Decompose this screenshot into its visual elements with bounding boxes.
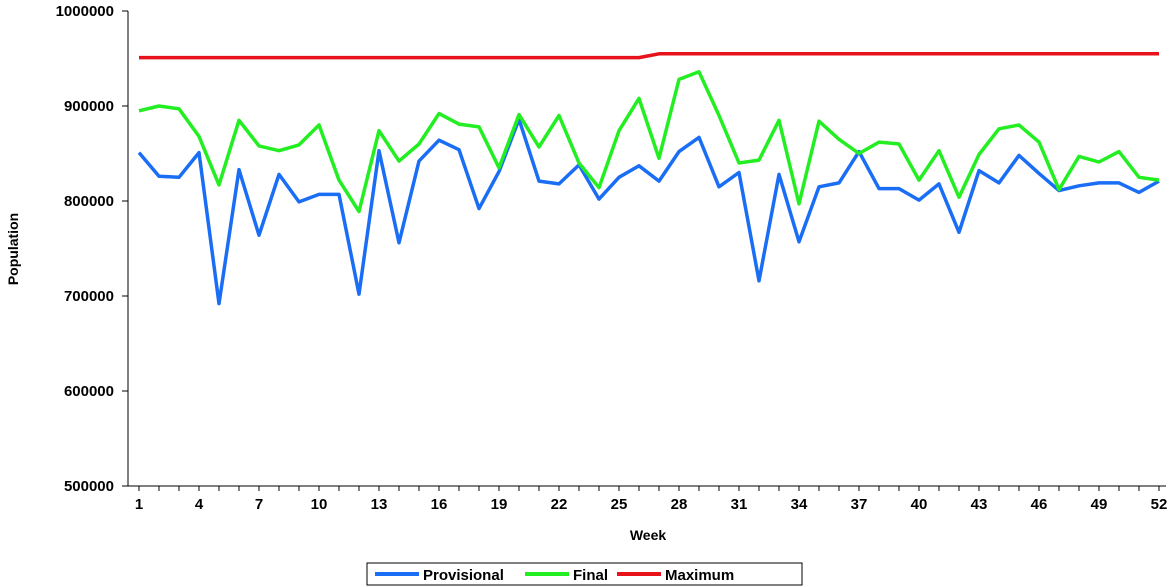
x-tick-label: 40 bbox=[911, 496, 928, 513]
y-tick-label: 1000000 bbox=[56, 3, 114, 20]
y-tick-label: 500000 bbox=[64, 478, 114, 495]
x-tick-label: 7 bbox=[255, 496, 263, 513]
series-lines bbox=[137, 52, 1160, 306]
x-tick-label: 31 bbox=[731, 496, 748, 513]
x-tick-label: 28 bbox=[671, 496, 688, 513]
y-tick-label: 900000 bbox=[64, 98, 114, 115]
series-line-maximum bbox=[139, 52, 1159, 60]
x-tick-label: 49 bbox=[1091, 496, 1108, 513]
x-tick-label: 25 bbox=[611, 496, 628, 513]
x-tick-label: 13 bbox=[371, 496, 388, 513]
y-tick-label: 800000 bbox=[64, 193, 114, 210]
y-tick-label: 700000 bbox=[64, 288, 114, 305]
y-axis-ticks: 500000 600000 700000 800000 900000 1000000 bbox=[56, 3, 128, 495]
x-tick-label: 37 bbox=[851, 496, 868, 513]
x-tick-label: 19 bbox=[491, 496, 508, 513]
x-tick-label: 34 bbox=[791, 496, 808, 513]
legend-box bbox=[366, 562, 803, 586]
x-tick-label: 22 bbox=[551, 496, 568, 513]
series-line-provisional bbox=[137, 117, 1160, 306]
series-line-final bbox=[138, 70, 1160, 214]
x-tick-label: 52 bbox=[1151, 496, 1168, 513]
legend-label: Provisional bbox=[423, 567, 504, 584]
x-tick-label: 43 bbox=[971, 496, 988, 513]
legend-label: Final bbox=[573, 567, 608, 584]
x-tick-label: 1 bbox=[135, 496, 143, 513]
legend-label: Maximum bbox=[665, 567, 734, 584]
x-tick-label: 10 bbox=[311, 496, 328, 513]
x-axis-ticks: 1 4 7 10 13 16 19 22 25 28 31 34 37 40 43 46 49 52 bbox=[135, 486, 1168, 513]
legend: Provisional Final Maximum bbox=[366, 562, 803, 586]
y-axis-title: Population bbox=[5, 213, 21, 285]
x-tick-label: 4 bbox=[195, 496, 204, 513]
y-tick-label: 600000 bbox=[64, 383, 114, 400]
x-tick-label: 16 bbox=[431, 496, 448, 513]
x-tick-label: 46 bbox=[1031, 496, 1048, 513]
x-axis-title: Week bbox=[630, 527, 667, 543]
